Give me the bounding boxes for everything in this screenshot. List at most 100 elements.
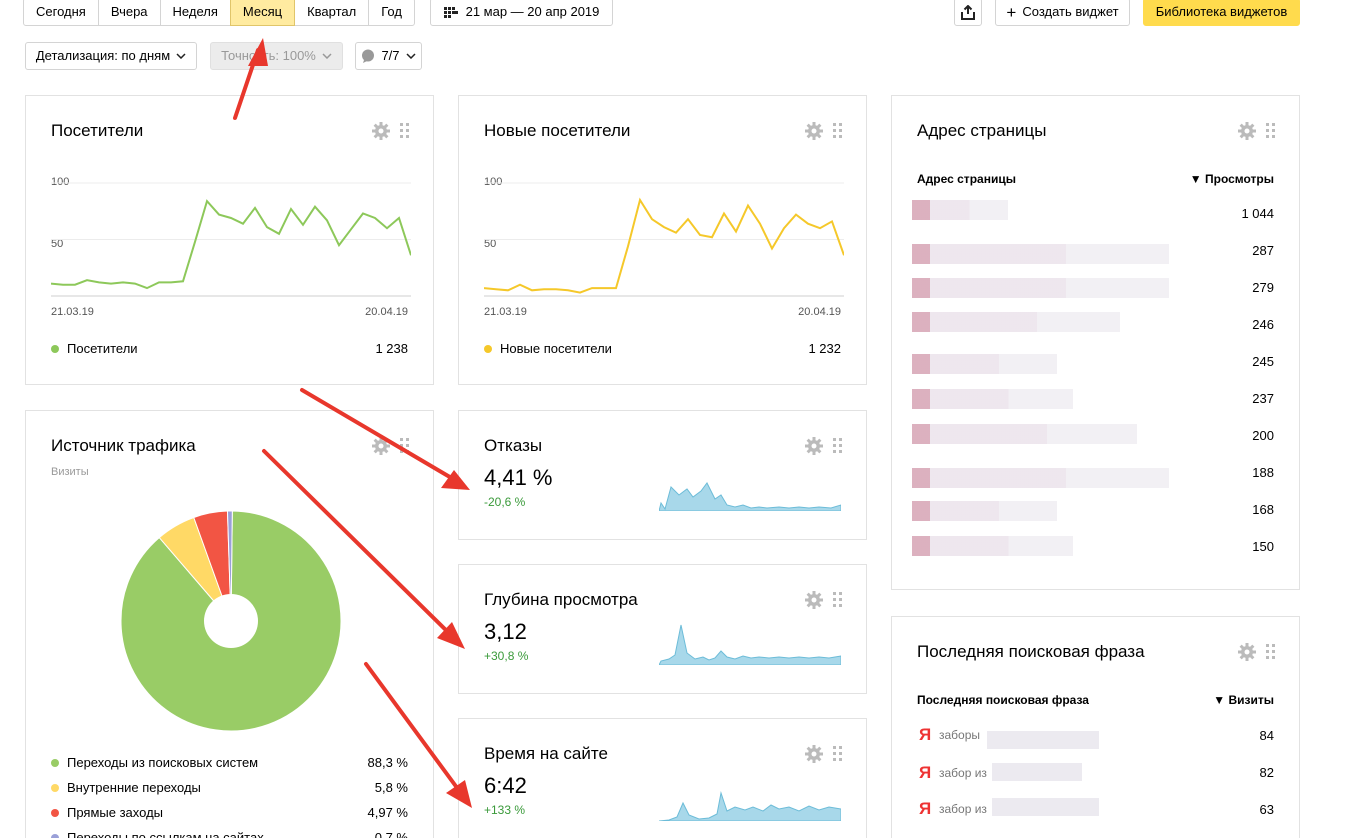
traffic-source-widget: Источник трафика Визиты Переходы из поис…	[25, 410, 434, 838]
column-header-address: Адрес страницы	[917, 172, 1016, 186]
table-row-value: 237	[1252, 391, 1274, 406]
y-tick-50: 50	[51, 238, 64, 250]
legend-dot	[51, 344, 59, 353]
widget-title: Последняя поисковая фраза	[917, 642, 1145, 661]
x-tick-end: 20.04.19	[365, 306, 408, 318]
period-yesterday[interactable]: Вчера	[97, 0, 161, 26]
drag-handle-icon[interactable]	[400, 438, 409, 454]
gear-icon[interactable]	[372, 122, 390, 140]
legend-dot	[51, 758, 59, 767]
widget-tools	[1238, 122, 1275, 140]
redacted-url	[912, 536, 1073, 556]
period-quarter[interactable]: Квартал	[294, 0, 370, 26]
legend-label: Переходы по ссылкам на сайтах	[67, 830, 264, 838]
redacted-phrase	[992, 763, 1082, 781]
time-sparkline	[659, 791, 841, 821]
drag-handle-icon[interactable]	[1266, 644, 1275, 660]
widget-title: Новые посетители	[484, 121, 631, 140]
widget-tools	[805, 437, 842, 455]
gear-icon[interactable]	[805, 437, 823, 455]
column-header-visits[interactable]: ▼ Визиты	[1213, 693, 1274, 707]
gear-icon[interactable]	[805, 591, 823, 609]
legend-value: 0,7 %	[374, 830, 408, 838]
table-row-value: 1 044	[1241, 206, 1274, 221]
drag-handle-icon[interactable]	[400, 123, 409, 139]
legend-label: Внутренние переходы	[67, 780, 201, 795]
table-row-value: 63	[1259, 802, 1274, 817]
y-tick-50: 50	[484, 238, 497, 250]
date-range-button[interactable]: 21 мар — 20 апр 2019	[430, 0, 613, 26]
table-row-value: 245	[1252, 354, 1274, 369]
widget-title: Отказы	[484, 436, 543, 455]
drag-handle-icon[interactable]	[833, 123, 842, 139]
detail-dropdown[interactable]: Детализация: по дням	[25, 42, 197, 70]
gear-icon[interactable]	[1238, 122, 1256, 140]
widget-title: Адрес страницы	[917, 121, 1047, 140]
new-visitors-chart	[484, 182, 844, 297]
column-header-views[interactable]: ▼ Просмотры	[1189, 172, 1274, 186]
bounce-sparkline	[659, 482, 841, 511]
share-icon	[961, 4, 975, 20]
segments-label: 7/7	[381, 48, 400, 63]
search-phrase[interactable]: забор из	[939, 766, 987, 780]
gear-icon[interactable]	[372, 437, 390, 455]
series-line	[51, 199, 411, 290]
period-year[interactable]: Год	[368, 0, 415, 26]
comment-icon	[362, 49, 375, 63]
drag-handle-icon[interactable]	[1266, 123, 1275, 139]
widget-title: Время на сайте	[484, 744, 608, 763]
chevron-down-icon	[176, 53, 186, 59]
table-row-value: 200	[1252, 428, 1274, 443]
series-line	[484, 197, 844, 294]
legend-total: 1 232	[808, 341, 841, 356]
table-row-value: 188	[1252, 465, 1274, 480]
drag-handle-icon[interactable]	[833, 746, 842, 762]
table-row-value: 168	[1252, 502, 1274, 517]
segments-dropdown[interactable]: 7/7	[355, 42, 422, 70]
x-tick-start: 21.03.19	[484, 306, 527, 318]
y-tick-100: 100	[484, 176, 503, 188]
redacted-url	[912, 354, 1057, 374]
widget-tools	[805, 591, 842, 609]
widget-library-button[interactable]: Библиотека виджетов	[1143, 0, 1300, 26]
redacted-url	[912, 389, 1073, 409]
table-row-value: 246	[1252, 317, 1274, 332]
redacted-url	[912, 501, 1057, 521]
legend-item: Посетители	[51, 341, 138, 356]
drag-handle-icon[interactable]	[833, 438, 842, 454]
metric-value: 6:42	[484, 773, 527, 798]
widget-tools	[1238, 643, 1275, 661]
period-today[interactable]: Сегодня	[23, 0, 99, 26]
page-address-widget: Адрес страницы Адрес страницы ▼ Просмотр…	[891, 95, 1300, 590]
new-visitors-widget: Новые посетители 100 50 21.03.19 20.04.1…	[458, 95, 867, 385]
drag-handle-icon[interactable]	[833, 592, 842, 608]
chevron-down-icon	[406, 53, 416, 59]
table-row-value: 84	[1259, 728, 1274, 743]
calendar-icon	[443, 6, 458, 18]
legend-dot	[51, 833, 59, 838]
search-phrase[interactable]: заборы	[939, 728, 981, 742]
legend-dot	[51, 783, 59, 792]
table-row-value: 150	[1252, 539, 1274, 554]
search-phrase[interactable]: забор из	[939, 802, 987, 816]
redacted-url	[912, 424, 1137, 444]
legend-value: 4,97 %	[367, 805, 408, 820]
gear-icon[interactable]	[1238, 643, 1256, 661]
widget-tools	[805, 122, 842, 140]
export-button[interactable]	[954, 0, 982, 26]
yandex-icon: Я	[919, 799, 932, 818]
period-week[interactable]: Неделя	[159, 0, 231, 26]
period-month[interactable]: Месяц	[229, 0, 296, 26]
redacted-url	[912, 244, 1169, 264]
legend-label: Посетители	[67, 341, 138, 356]
legend-item: Переходы из поисковых систем	[51, 755, 258, 770]
accuracy-dropdown[interactable]: Точность: 100%	[210, 42, 343, 70]
redacted-url	[912, 468, 1169, 488]
gear-icon[interactable]	[805, 745, 823, 763]
gear-icon[interactable]	[805, 122, 823, 140]
table-row-value: 82	[1259, 765, 1274, 780]
pie-hole	[204, 594, 258, 648]
legend-item: Прямые заходы	[51, 805, 163, 820]
metric-change: -20,6 %	[484, 495, 526, 509]
create-widget-button[interactable]: + Создать виджет	[995, 0, 1130, 26]
